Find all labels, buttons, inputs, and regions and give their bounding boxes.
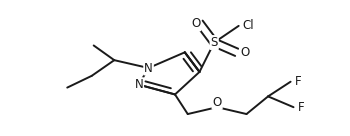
Text: F: F	[295, 75, 302, 88]
Text: N: N	[144, 61, 153, 75]
Text: O: O	[191, 17, 200, 30]
Text: F: F	[298, 101, 305, 114]
Text: O: O	[212, 96, 222, 109]
Text: Cl: Cl	[243, 19, 254, 32]
Text: O: O	[240, 46, 249, 59]
Text: N: N	[134, 78, 143, 91]
Text: S: S	[210, 36, 218, 49]
